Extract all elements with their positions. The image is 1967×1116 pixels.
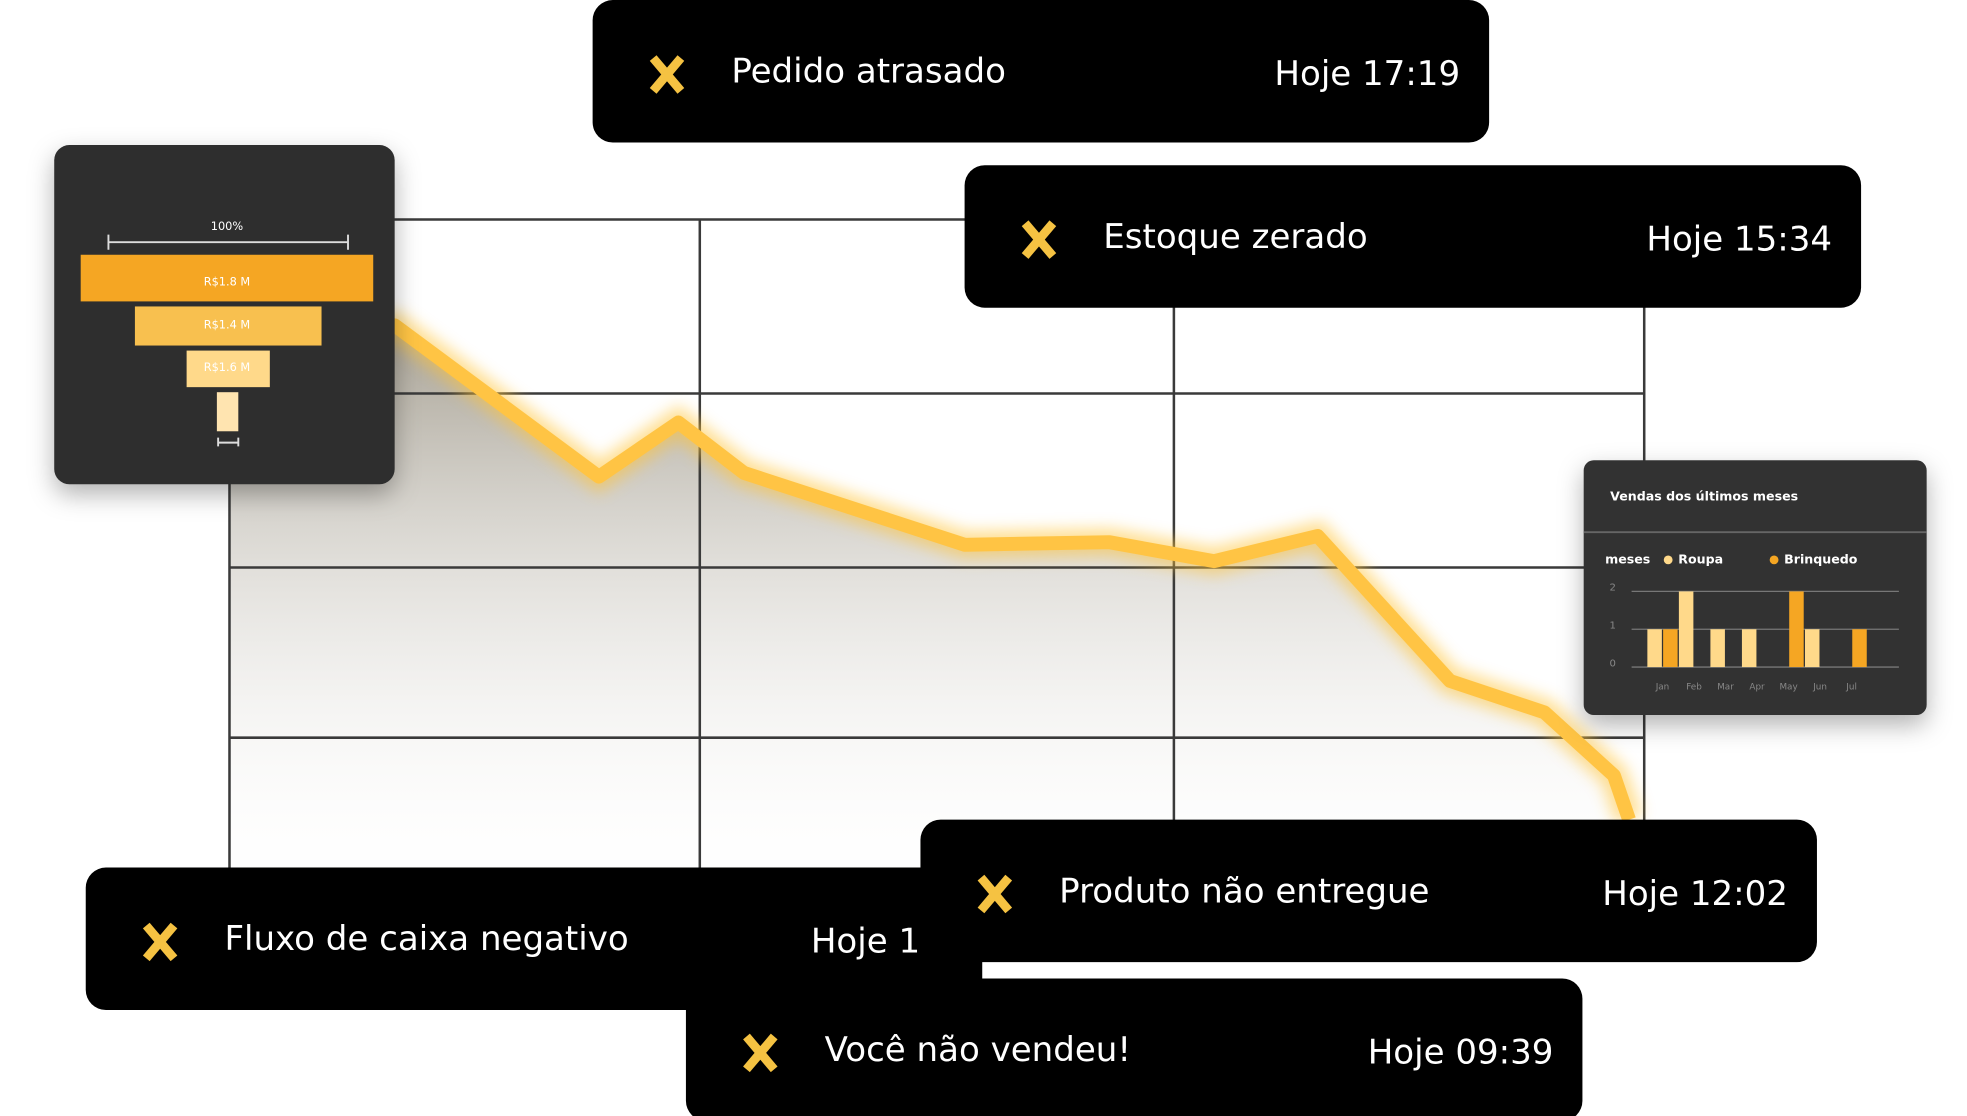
- notification: Você não vendeu! Hoje 09:39: [685, 978, 1583, 1116]
- x-tick-label: Jun: [1812, 683, 1827, 693]
- y-tick-label: 0: [1609, 658, 1615, 669]
- y-tick-label: 1: [1609, 620, 1615, 631]
- notification-time: Hoje 12:02: [1602, 874, 1788, 914]
- y-tick-label: 2: [1609, 583, 1615, 594]
- funnel-top: 100%: [211, 219, 244, 233]
- notification-card: [592, 0, 1490, 143]
- x-tick-label: Jan: [1655, 683, 1670, 693]
- notification-card: [964, 165, 1862, 308]
- notification: Pedido atrasado Hoje 17:19: [592, 0, 1490, 143]
- notification: Produto não entregue Hoje 12:02: [920, 819, 1817, 963]
- legend-label: Roupa: [1678, 551, 1723, 566]
- bar: [1804, 629, 1820, 668]
- mini-chart-card: Vendas dos últimos meses meses 0 1 2 Roupa B…: [1583, 460, 1927, 715]
- notification-time: Hoje 15:34: [1646, 219, 1832, 259]
- x-tick-label: Mar: [1717, 683, 1734, 693]
- x-icon: [743, 1033, 778, 1073]
- legend-swatch: [1769, 555, 1779, 565]
- notification-title: Fluxo de caixa negativo: [224, 919, 628, 959]
- x-tick-label: Apr: [1749, 683, 1765, 693]
- notification-title: Pedido atrasado: [731, 52, 1006, 92]
- bar: [1741, 629, 1757, 668]
- funnel-level: R$1.6 M: [204, 360, 250, 374]
- x-tick-label: Feb: [1686, 683, 1702, 693]
- x-icon: [977, 874, 1013, 914]
- bar: [1852, 629, 1867, 668]
- notification-time: Hoje 09:39: [1368, 1033, 1554, 1073]
- funnel-level: R$1.4 M: [204, 317, 250, 331]
- notification-title: Produto não entregue: [1059, 871, 1429, 911]
- trend-line: [227, 318, 1636, 822]
- notification-card: [685, 978, 1583, 1116]
- x-icon: [142, 922, 178, 962]
- legend-title: meses: [1605, 551, 1650, 566]
- bar: [1710, 629, 1725, 668]
- x-tick-label: Jul: [1845, 683, 1857, 693]
- notifications: Pedido atrasado Hoje 17:19 Estoque zerado H…: [85, 0, 1862, 1116]
- legend-swatch: [1663, 555, 1673, 565]
- notification-card: [920, 819, 1817, 963]
- bar: [1647, 629, 1662, 668]
- notification-card: [85, 867, 983, 1011]
- bar: [1789, 591, 1804, 668]
- bar: [1678, 591, 1694, 668]
- notification-time: Hoje 17:19: [1274, 54, 1460, 94]
- notification: Estoque zerado Hoje 15:34: [964, 165, 1862, 308]
- notification-title: Estoque zerado: [1103, 217, 1367, 257]
- x-icon: [649, 55, 685, 94]
- bar: [1663, 629, 1678, 668]
- x-tick-label: May: [1779, 683, 1797, 693]
- funnel-level: R$1.8 M: [204, 274, 250, 288]
- legend-label: Brinquedo: [1784, 551, 1858, 566]
- notification-title: Você não vendeu!: [825, 1030, 1131, 1070]
- funnel-card: 100% R$1.8 M R$1.4 M R$1.6 M: [54, 145, 395, 485]
- mini-title: Vendas dos últimos meses: [1610, 488, 1798, 503]
- x-icon: [1021, 220, 1057, 259]
